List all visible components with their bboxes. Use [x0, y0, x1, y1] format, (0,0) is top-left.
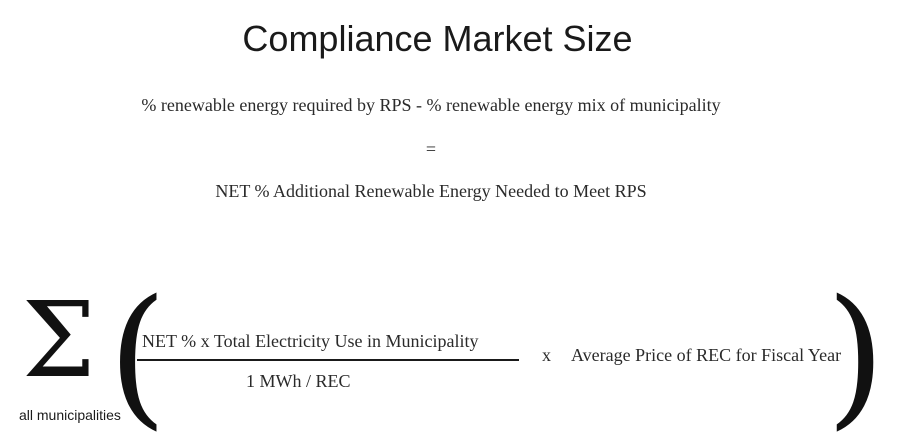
left-parenthesis: ( [108, 267, 168, 444]
fraction-bar [137, 359, 519, 361]
average-price-text: Average Price of REC for Fiscal Year [571, 345, 842, 365]
summation-symbol: Σ [22, 279, 96, 401]
right-parenthesis: ) [826, 267, 886, 444]
equals-sign: = [425, 139, 437, 159]
net-additional-energy-text: NET % Additional Renewable Energy Needed… [215, 181, 647, 201]
multiply-sign: x [542, 345, 551, 365]
fraction-numerator: NET % x Total Electricity Use in Municip… [142, 331, 479, 351]
rps-difference-text: % renewable energy required by RPS - % r… [141, 95, 721, 115]
page-title: Compliance Market Size [242, 18, 633, 59]
fraction-denominator: 1 MWh / REC [246, 371, 351, 391]
summation-subscript: all municipalities [19, 407, 121, 423]
